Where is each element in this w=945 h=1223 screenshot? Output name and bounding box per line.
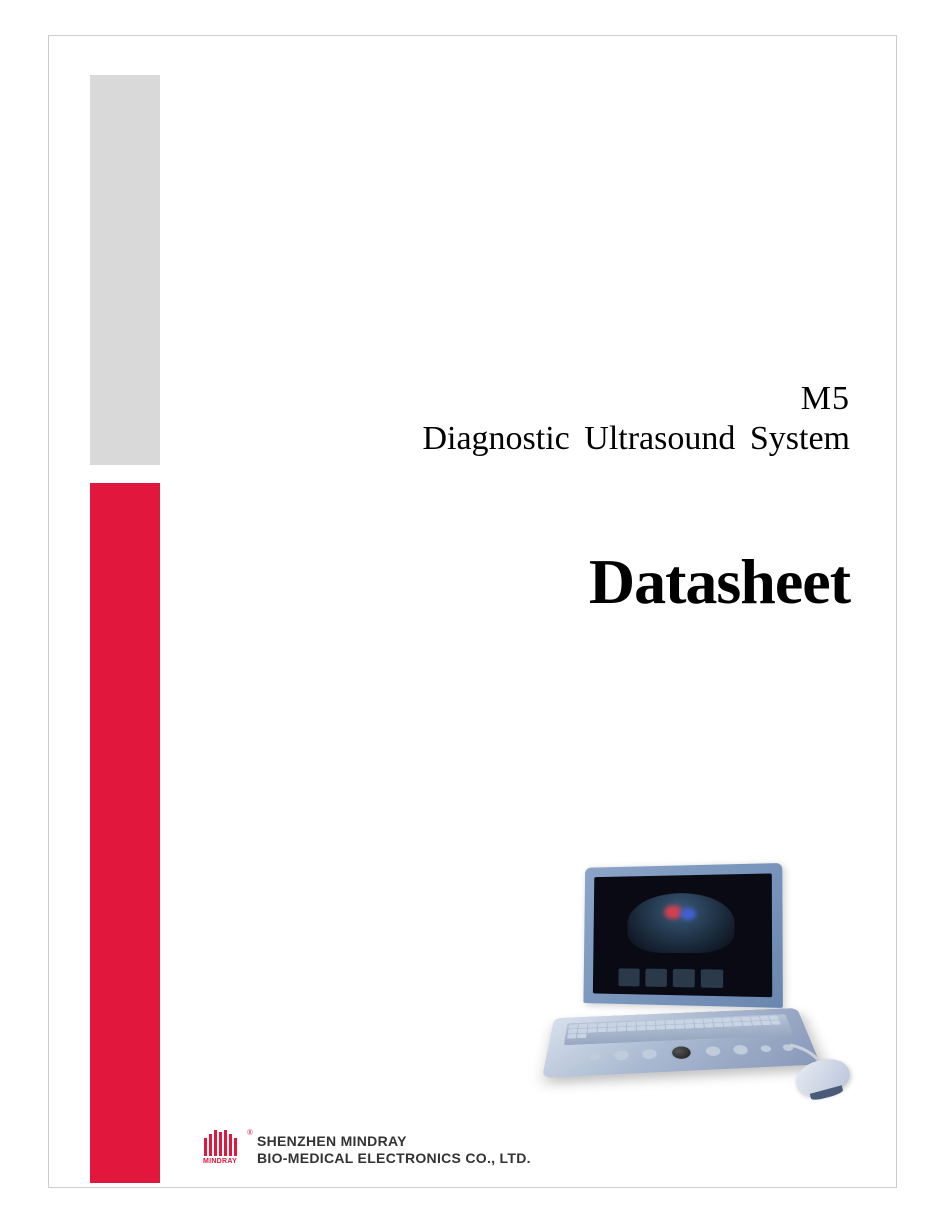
control-button (614, 1050, 629, 1060)
key (577, 1033, 587, 1038)
device-screen (583, 863, 782, 1008)
key (607, 1027, 616, 1032)
trackball (669, 1045, 693, 1061)
control-button (590, 1053, 601, 1060)
logo-bars-icon (204, 1130, 237, 1156)
key (567, 1034, 577, 1039)
company-name-line2: BIO-MEDICAL ELECTRONICS CO., LTD. (257, 1150, 531, 1167)
device-keyboard-base (542, 1008, 820, 1078)
key (695, 1023, 704, 1028)
doppler-blue-region (680, 908, 696, 920)
key (617, 1027, 626, 1032)
logo-bar (234, 1138, 237, 1156)
screen-thumbnails (618, 968, 723, 988)
thumbnail (673, 969, 695, 987)
key (704, 1023, 713, 1028)
key (685, 1024, 694, 1029)
key (714, 1023, 723, 1028)
logo-bar (219, 1132, 222, 1156)
control-button (642, 1049, 657, 1059)
sidebar-gray-block (90, 75, 160, 465)
key (723, 1022, 733, 1027)
logo-bar (204, 1138, 207, 1156)
title-block: M5 Diagnostic Ultrasound System (290, 380, 850, 458)
key (742, 1021, 752, 1026)
logo-bar (214, 1130, 217, 1156)
product-illustration (520, 865, 880, 1115)
thumbnail (645, 969, 667, 987)
control-button (566, 1054, 578, 1061)
device-display (593, 873, 772, 997)
product-name: M5 (290, 380, 850, 418)
logo-bar (229, 1134, 232, 1156)
product-subtitle: Diagnostic Ultrasound System (290, 420, 850, 458)
mindray-logo: ® MINDRAY (195, 1130, 245, 1170)
key (597, 1028, 606, 1033)
key (733, 1022, 743, 1027)
control-button (732, 1045, 749, 1055)
control-button (759, 1045, 771, 1052)
key (752, 1021, 762, 1026)
key (761, 1021, 771, 1026)
key (666, 1025, 675, 1030)
key (637, 1026, 646, 1031)
thumbnail (618, 968, 639, 986)
key (771, 1020, 781, 1024)
registered-mark: ® (247, 1128, 253, 1137)
key (675, 1024, 684, 1029)
key (656, 1025, 665, 1030)
datasheet-heading: Datasheet (290, 545, 850, 619)
ultrasound-scan-image (627, 892, 734, 953)
sidebar-red-block (90, 483, 160, 1183)
logo-text: MINDRAY (203, 1158, 237, 1165)
control-button (705, 1046, 721, 1056)
key (646, 1026, 655, 1031)
company-name-line1: SHENZHEN MINDRAY (257, 1133, 531, 1150)
thumbnail (701, 969, 723, 988)
logo-bar (209, 1134, 212, 1156)
company-footer: ® MINDRAY SHENZHEN MINDRAY BIO-MEDICAL E… (195, 1130, 531, 1170)
key (627, 1026, 636, 1031)
logo-bar (224, 1130, 227, 1156)
company-name-block: SHENZHEN MINDRAY BIO-MEDICAL ELECTRONICS… (257, 1133, 531, 1167)
key (588, 1028, 597, 1033)
